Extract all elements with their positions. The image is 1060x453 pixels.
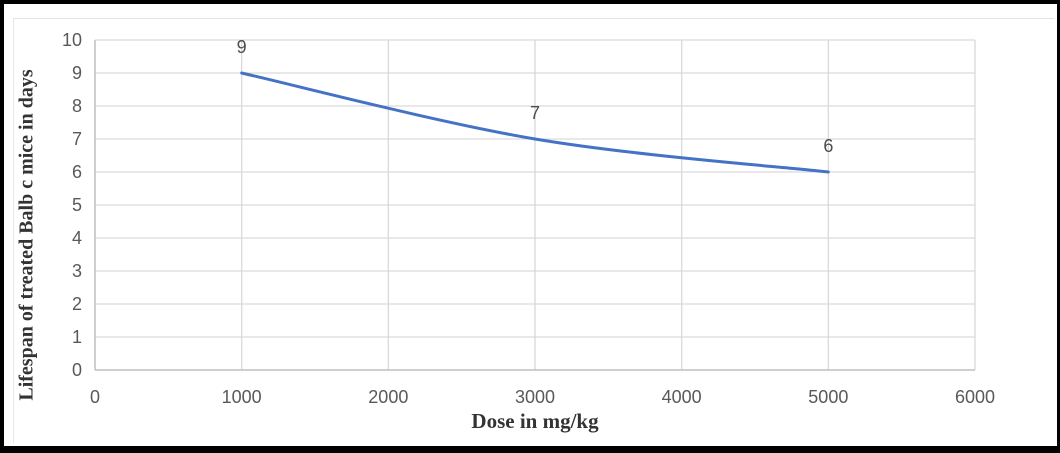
series-path bbox=[240, 71, 830, 174]
y-tick-label: 2 bbox=[72, 294, 82, 314]
x-tick-label: 6000 bbox=[955, 387, 995, 407]
y-tick-label: 5 bbox=[72, 195, 82, 215]
x-tick-label: 5000 bbox=[808, 387, 848, 407]
y-tick-label: 0 bbox=[72, 360, 82, 380]
y-tick-label: 1 bbox=[72, 327, 82, 347]
y-tick-label: 8 bbox=[72, 96, 82, 116]
y-axis-title: Lifespan of treated Balb c mice in days bbox=[15, 69, 38, 401]
data-point-label: 6 bbox=[823, 136, 833, 156]
y-axis-tick-labels: 0 1 2 3 4 5 6 7 8 9 10 bbox=[62, 30, 82, 380]
x-tick-label: 2000 bbox=[368, 387, 408, 407]
x-axis-title: Dose in mg/kg bbox=[471, 409, 599, 433]
x-tick-label: 3000 bbox=[515, 387, 555, 407]
y-tick-label: 4 bbox=[72, 228, 82, 248]
y-tick-label: 3 bbox=[72, 261, 82, 281]
y-tick-label: 10 bbox=[62, 30, 82, 50]
data-labels: 9 7 6 bbox=[237, 37, 834, 156]
x-axis-tick-labels: 0 1000 2000 3000 4000 5000 6000 bbox=[90, 387, 995, 407]
series-line bbox=[240, 71, 830, 174]
axis-lines bbox=[94, 40, 975, 371]
x-tick-label: 1000 bbox=[222, 387, 262, 407]
x-tick-label: 4000 bbox=[662, 387, 702, 407]
data-point-label: 9 bbox=[237, 37, 247, 57]
data-point-label: 7 bbox=[530, 103, 540, 123]
line-chart: 0 1 2 3 4 5 6 7 8 9 10 0 1000 2000 3000 4000 5000 6000 9… bbox=[62, 30, 995, 407]
gridlines bbox=[95, 39, 976, 370]
y-tick-label: 9 bbox=[72, 63, 82, 83]
x-tick-label: 0 bbox=[90, 387, 100, 407]
y-tick-label: 7 bbox=[72, 129, 82, 149]
y-tick-label: 6 bbox=[72, 162, 82, 182]
